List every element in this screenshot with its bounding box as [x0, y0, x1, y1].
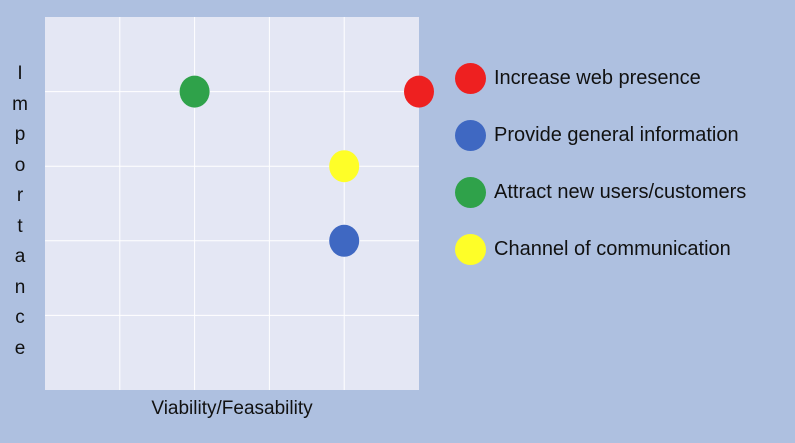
plot-area — [45, 17, 419, 390]
data-point — [179, 75, 210, 108]
legend-swatch — [455, 176, 486, 208]
legend-item: Increase web presence — [455, 62, 701, 94]
legend-item: Attract new users/customers — [455, 176, 746, 208]
y-axis-label-char: t — [17, 215, 23, 237]
y-axis-label-char: o — [14, 154, 26, 176]
data-point — [329, 224, 360, 257]
y-axis-label-char: p — [14, 124, 26, 145]
data-points — [179, 75, 434, 257]
y-axis-label-char: m — [12, 93, 28, 115]
x-axis-label: Viability/Feasability — [151, 398, 313, 419]
legend-label: Channel of communication — [494, 237, 731, 260]
data-point — [329, 150, 360, 183]
legend-item: Provide general information — [455, 119, 739, 151]
legend-label: Increase web presence — [494, 66, 701, 89]
data-point — [404, 75, 434, 108]
y-axis-label-char: a — [14, 246, 26, 267]
legend-item: Channel of communication — [455, 233, 731, 265]
legend-swatch — [455, 119, 486, 151]
y-axis-label-char: e — [14, 337, 26, 359]
legend-label: Provide general information — [494, 123, 739, 146]
y-axis-label-char: n — [14, 276, 26, 298]
y-axis-label-char: r — [16, 185, 24, 206]
y-axis-label-char: c — [15, 307, 25, 328]
y-axis-label-char: I — [17, 63, 23, 84]
legend-swatch — [455, 62, 486, 94]
legend-swatch — [455, 233, 486, 265]
legend-label: Attract new users/customers — [494, 180, 747, 203]
